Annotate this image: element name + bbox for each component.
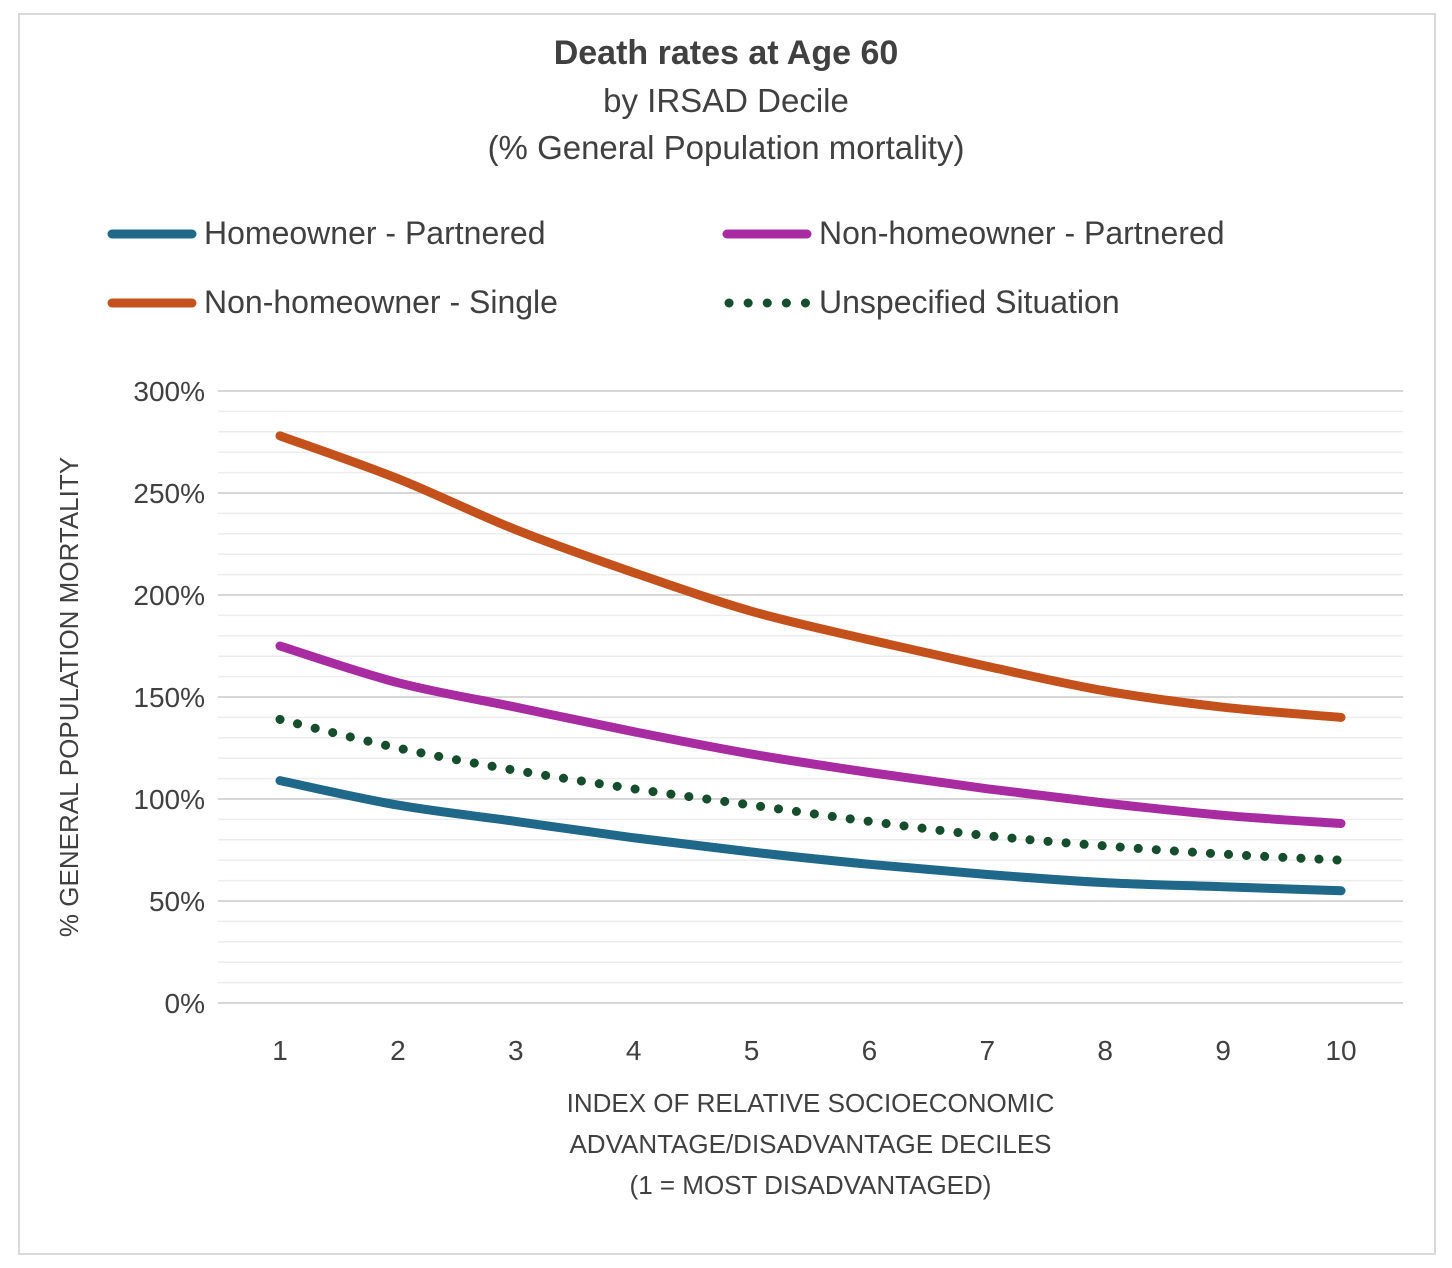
legend-label: Homeowner - Partnered [204, 215, 546, 251]
legend-item-unspecified-situation: Unspecified Situation [721, 284, 1346, 321]
x-tick-label: 1 [272, 1035, 288, 1066]
x-tick-label: 4 [626, 1035, 642, 1066]
x-axis-title-line: INDEX OF RELATIVE SOCIOECONOMIC [567, 1088, 1055, 1118]
chart-subtitle: by IRSAD Decile [603, 82, 849, 119]
series-line-non-homeowner-single [275, 431, 1346, 722]
legend-swatch-line-icon [107, 298, 197, 307]
y-tick-label: 250% [133, 478, 205, 509]
x-tick-label: 3 [508, 1035, 524, 1066]
x-tick-label: 6 [862, 1035, 878, 1066]
chart-title: Death rates at Age 60 [553, 34, 899, 72]
chart-outer-border [18, 13, 1436, 1255]
legend-swatch-dotted-icon [724, 298, 812, 307]
legend-item-non-homeowner-single: Non-homeowner - Single [106, 284, 721, 321]
x-axis-title-line: ADVANTAGE/DISADVANTAGE DECILES [569, 1129, 1051, 1159]
chart-title-block: Death rates at Age 60 by IRSAD Decile (%… [0, 30, 1452, 171]
y-tick-label: 50% [149, 886, 205, 917]
y-axis-title: % GENERAL POPULATION MORTALITY [54, 457, 84, 937]
x-tick-label: 10 [1325, 1035, 1356, 1066]
legend-swatch-line-icon [722, 229, 812, 238]
x-axis-title-line: (1 = MOST DISADVANTAGED) [630, 1170, 992, 1200]
legend-label: Non-homeowner - Single [204, 284, 558, 320]
y-tick-label: 0% [165, 988, 205, 1019]
y-tick-label: 150% [133, 682, 205, 713]
legend-item-homeowner-partnered: Homeowner - Partnered [106, 215, 721, 252]
y-tick-label: 200% [133, 580, 205, 611]
series-line-homeowner-partnered [275, 776, 1346, 896]
series-line-non-homeowner-partnered [275, 641, 1346, 828]
x-tick-label: 8 [1097, 1035, 1113, 1066]
legend: Homeowner - Partnered Non-homeowner - Par… [106, 215, 1346, 321]
legend-label: Unspecified Situation [819, 284, 1120, 320]
x-tick-label: 5 [744, 1035, 760, 1066]
y-tick-label: 100% [133, 784, 205, 815]
y-tick-label: 300% [133, 376, 205, 407]
legend-swatch-line-icon [107, 229, 197, 238]
x-tick-label: 7 [980, 1035, 996, 1066]
legend-item-non-homeowner-partnered: Non-homeowner - Partnered [721, 215, 1346, 252]
x-tick-label: 9 [1215, 1035, 1231, 1066]
legend-label: Non-homeowner - Partnered [819, 215, 1225, 251]
x-tick-label: 2 [390, 1035, 406, 1066]
chart-subtitle-units: (% General Population mortality) [487, 129, 965, 166]
